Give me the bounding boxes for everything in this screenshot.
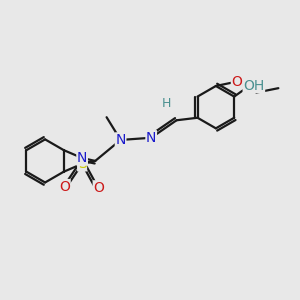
Text: O: O	[93, 181, 104, 195]
Text: N: N	[146, 131, 156, 145]
Text: O: O	[231, 75, 242, 88]
Text: OH: OH	[243, 79, 265, 93]
Text: N: N	[77, 151, 87, 165]
Text: S: S	[78, 157, 86, 171]
Text: H: H	[162, 97, 172, 110]
Text: N: N	[116, 133, 126, 147]
Text: O: O	[59, 180, 70, 194]
